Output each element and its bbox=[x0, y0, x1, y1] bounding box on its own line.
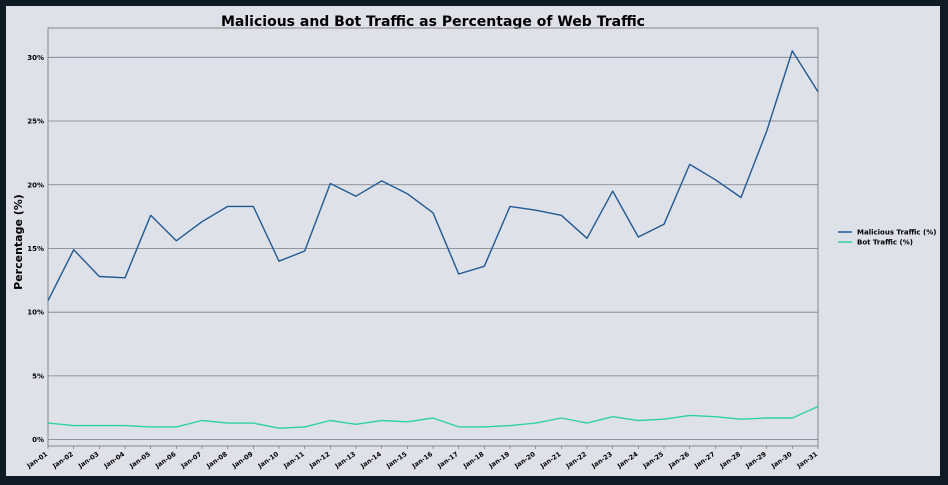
series-line-malicious bbox=[47, 50, 819, 302]
chart-title: Malicious and Bot Traffic as Percentage … bbox=[221, 14, 645, 30]
y-tick-label: 10% bbox=[27, 309, 44, 317]
y-tick-label: 30% bbox=[27, 54, 44, 62]
line-chart: Malicious and Bot Traffic as Percentage … bbox=[12, 14, 936, 471]
y-tick-label: 25% bbox=[27, 118, 44, 126]
x-tick-label: Jan-23 bbox=[589, 450, 613, 470]
x-tick-label: Jan-29 bbox=[743, 450, 768, 471]
legend-label: Bot Traffic (%) bbox=[857, 239, 913, 247]
x-tick-label: Jan-14 bbox=[358, 450, 383, 471]
y-tick-label: 15% bbox=[27, 245, 44, 253]
x-tick-label: Jan-16 bbox=[410, 450, 435, 471]
x-tick-label: Jan-05 bbox=[127, 450, 152, 471]
legend: Malicious Traffic (%) Bot Traffic (%) bbox=[838, 229, 936, 247]
series-line-bot bbox=[47, 405, 819, 429]
x-tick-label: Jan-28 bbox=[718, 450, 743, 471]
x-tick-label: Jan-10 bbox=[256, 450, 281, 471]
x-tick-label: Jan-30 bbox=[769, 450, 794, 471]
x-tick-label: Jan-17 bbox=[435, 450, 459, 470]
x-tick-label: Jan-07 bbox=[179, 450, 203, 470]
x-tick-label: Jan-03 bbox=[76, 450, 100, 470]
plot-area bbox=[47, 27, 819, 447]
x-tick-label: Jan-24 bbox=[615, 450, 640, 471]
x-tick-label: Jan-18 bbox=[461, 450, 486, 471]
y-tick-label: 0% bbox=[32, 436, 44, 444]
x-tick-label: Jan-15 bbox=[384, 450, 409, 471]
chart-frame: Malicious and Bot Traffic as Percentage … bbox=[6, 6, 940, 476]
y-axis-label: Percentage (%) bbox=[12, 194, 25, 290]
x-tick-label: Jan-13 bbox=[333, 450, 357, 470]
x-tick-label: Jan-20 bbox=[512, 450, 537, 471]
y-tick-label: 5% bbox=[32, 372, 44, 380]
x-tick-label: Jan-06 bbox=[153, 450, 178, 471]
x-tick-label: Jan-22 bbox=[564, 450, 588, 470]
x-tick-label: Jan-11 bbox=[281, 450, 306, 471]
x-tick-label: Jan-27 bbox=[692, 450, 716, 470]
y-tick-label: 20% bbox=[27, 181, 44, 189]
x-tick-label: Jan-12 bbox=[307, 450, 331, 470]
x-tick-label: Jan-26 bbox=[666, 450, 691, 471]
x-tick-label: Jan-21 bbox=[538, 450, 563, 471]
x-tick-label: Jan-04 bbox=[102, 450, 127, 471]
x-tick-label: Jan-19 bbox=[487, 450, 512, 471]
x-tick-label: Jan-02 bbox=[50, 450, 74, 470]
x-tick-label: Jan-01 bbox=[25, 450, 50, 471]
x-tick-label: Jan-08 bbox=[204, 450, 229, 471]
x-tick-label: Jan-25 bbox=[641, 450, 666, 471]
legend-label: Malicious Traffic (%) bbox=[857, 229, 936, 237]
x-tick-label: Jan-31 bbox=[795, 450, 820, 471]
x-tick-label: Jan-09 bbox=[230, 450, 255, 471]
